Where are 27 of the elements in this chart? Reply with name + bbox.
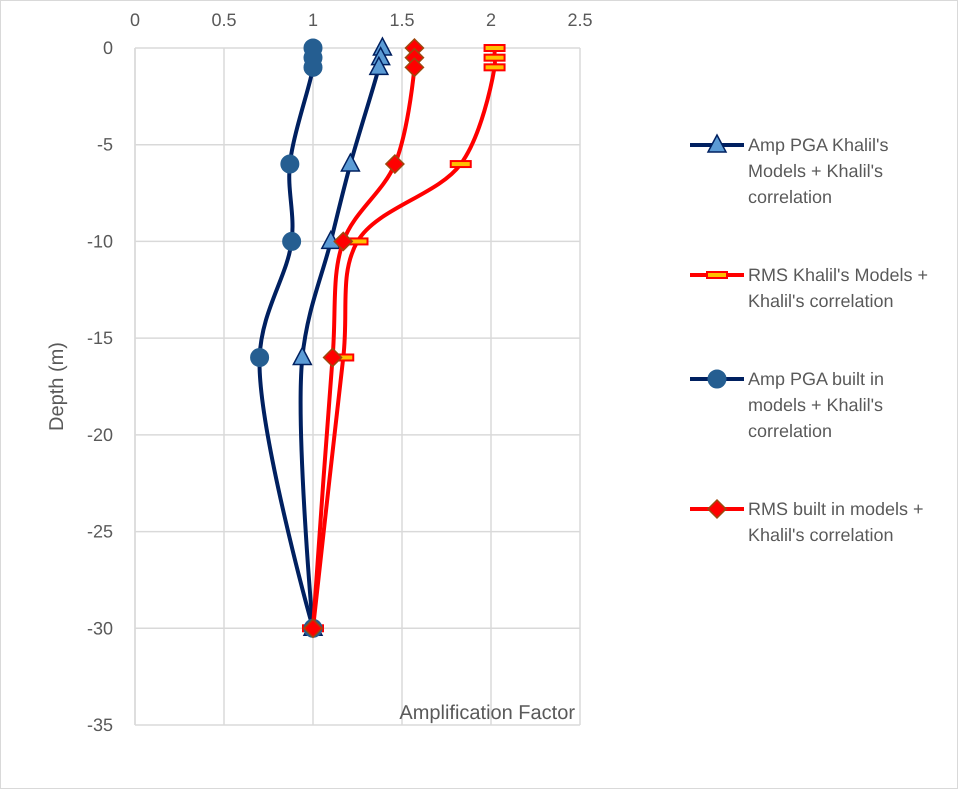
legend-label: Amp PGA built in models + Khalil's correlation <box>748 369 884 441</box>
point <box>340 153 360 172</box>
point <box>369 56 389 76</box>
x-tick-label: 1.5 <box>389 10 415 30</box>
y-axis-title: Depth (m) <box>46 342 68 431</box>
point <box>404 58 424 78</box>
y-tick-label: -25 <box>86 522 113 542</box>
legend-label: RMS built in models + Khalil's correlation <box>748 499 924 545</box>
x-tick-label: 1 <box>308 10 318 30</box>
y-tick-label: -35 <box>86 715 113 735</box>
point <box>334 232 354 252</box>
y-tick-label: -10 <box>86 231 113 252</box>
legend-label: RMS Khalil's Models + Khalil's correlation <box>748 265 928 311</box>
point <box>385 154 405 174</box>
y-tick-label: -20 <box>86 424 113 445</box>
x-axis-title: Amplification Factor <box>399 702 576 724</box>
y-tick-label: -5 <box>96 134 113 155</box>
x-tick-label: 0 <box>130 10 140 30</box>
x-tick-label: 0.5 <box>211 10 237 30</box>
y-tick-label: 0 <box>102 38 113 58</box>
x-tick-label: 2 <box>486 10 496 30</box>
point <box>292 346 312 366</box>
y-tick-label: -15 <box>86 328 113 348</box>
x-tick-label: 2.5 <box>567 10 593 30</box>
legend-label: Amp PGA Khalil's Models + Khalil's correlation <box>748 135 888 207</box>
point <box>322 348 342 368</box>
y-tick-label: -30 <box>86 618 113 638</box>
